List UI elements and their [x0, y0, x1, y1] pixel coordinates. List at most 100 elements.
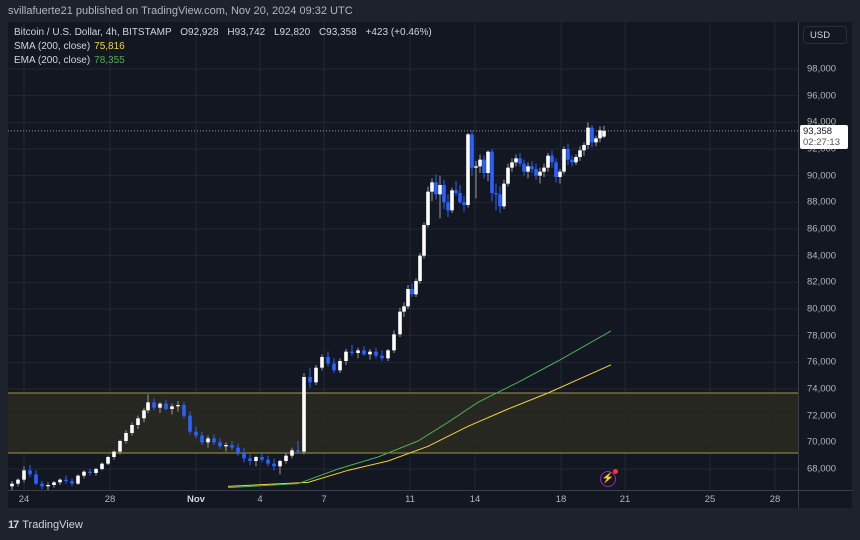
time-tick-label: 28: [769, 494, 781, 505]
tradingview-logo-icon: 17: [8, 519, 19, 531]
candle-body: [494, 193, 498, 195]
candle-body: [510, 162, 514, 168]
legend-sma-row[interactable]: SMA (200, close) 75,816: [14, 40, 432, 54]
candle-body: [16, 479, 20, 484]
candle-body: [374, 351, 378, 356]
published-byline: svillafuerte21 published on TradingView.…: [8, 5, 353, 17]
candle-body: [272, 463, 276, 467]
candle-body: [486, 151, 490, 173]
chart-frame: Bitcoin / U.S. Dollar, 4h, BITSTAMP O92,…: [8, 22, 853, 509]
candle-body: [152, 402, 156, 408]
candle-body: [170, 406, 174, 409]
candle-body: [88, 471, 92, 473]
currency-button[interactable]: USD: [803, 26, 847, 44]
last-price-value: 93,358: [803, 125, 833, 137]
candle-body: [426, 191, 430, 225]
candle-body: [158, 403, 162, 408]
candle-body: [542, 167, 546, 172]
chart-plot-area[interactable]: Bitcoin / U.S. Dollar, 4h, BITSTAMP O92,…: [8, 22, 798, 490]
candle-body: [266, 459, 270, 464]
candle-body: [248, 458, 252, 461]
price-tick-label: 82,000: [807, 276, 837, 288]
candle-body: [466, 134, 470, 205]
time-tick-label: Nov: [187, 494, 205, 505]
candle-body: [398, 311, 402, 335]
candle-body: [296, 450, 300, 452]
price-tick-label: 90,000: [807, 170, 837, 182]
candle-body: [320, 357, 324, 368]
candle-body: [458, 193, 462, 203]
alert-lightning-icon[interactable]: ⚡: [600, 469, 618, 487]
candle-body: [602, 130, 606, 137]
candle-body: [100, 463, 104, 469]
candle-body: [418, 255, 422, 281]
sma-line: [227, 364, 612, 487]
legend-low: L92,820: [274, 27, 311, 38]
candle-body: [326, 357, 330, 364]
candle-body: [146, 402, 150, 411]
ema-label: EMA (200, close): [14, 55, 91, 66]
candle-body: [462, 202, 466, 205]
candle-body: [562, 149, 566, 172]
price-tick-label: 74,000: [807, 383, 837, 395]
candle-body: [380, 355, 384, 359]
candle-body: [566, 149, 570, 160]
price-tick-label: 76,000: [807, 356, 837, 368]
candle-body: [34, 474, 38, 484]
candle-body: [430, 182, 434, 192]
candle-body: [598, 130, 602, 139]
price-tick-label: 98,000: [807, 63, 837, 75]
candle-body: [52, 482, 56, 485]
candle-body: [446, 202, 450, 211]
candle-body: [402, 306, 406, 312]
candle-body: [338, 361, 342, 371]
candle-body: [574, 157, 578, 163]
candle-body: [502, 183, 506, 207]
candle-body: [314, 367, 318, 383]
price-tick-label: 92,000: [807, 143, 837, 155]
candle-body: [550, 155, 554, 163]
price-axis[interactable]: 98,000 96,000 94,000 92,000 90,000 88,000 86,0…: [798, 22, 853, 490]
candle-body: [522, 163, 526, 172]
candle-body: [356, 350, 360, 353]
time-tick-label: 28: [104, 494, 116, 505]
candle-body: [506, 167, 510, 184]
candle-body: [454, 190, 458, 193]
candle-body: [142, 410, 146, 419]
price-tick-label: 88,000: [807, 196, 837, 208]
candle-body: [590, 127, 594, 143]
ema-value: 78,355: [94, 55, 125, 66]
candle-body: [474, 166, 478, 168]
candle-body: [212, 438, 216, 443]
candle-body: [518, 158, 522, 164]
candle-body: [58, 479, 62, 483]
legend-ohlc-row: Bitcoin / U.S. Dollar, 4h, BITSTAMP O92,…: [14, 26, 432, 40]
candle-body: [308, 377, 312, 383]
candle-body: [422, 225, 426, 256]
support-zone[interactable]: [8, 393, 798, 453]
candle-body: [442, 185, 446, 203]
candle-body: [130, 425, 134, 433]
time-axis[interactable]: 24 28 Nov 4 7 11 14 18 21 25 28: [8, 490, 798, 509]
candle-body: [70, 481, 74, 484]
candlestick-chart[interactable]: [8, 22, 798, 490]
time-tick-label: 7: [321, 494, 327, 505]
candle-body: [82, 471, 86, 476]
sma-value: 75,816: [94, 41, 125, 52]
time-tick-label: 4: [257, 494, 263, 505]
candle-body: [22, 470, 26, 480]
time-tick-label: 18: [555, 494, 567, 505]
candle-body: [40, 483, 44, 487]
legend-ema-row[interactable]: EMA (200, close) 78,355: [14, 54, 432, 68]
candle-body: [526, 166, 530, 172]
candle-body: [530, 166, 534, 169]
candle-body: [406, 289, 410, 307]
candle-body: [478, 159, 482, 167]
candle-body: [28, 470, 32, 475]
candle-body: [498, 194, 502, 207]
last-price-tag: 93,358 02:27:13: [800, 124, 848, 149]
legend-high: H93,742: [227, 27, 266, 38]
candle-body: [10, 483, 14, 487]
legend-symbol[interactable]: Bitcoin / U.S. Dollar, 4h, BITSTAMP: [14, 27, 172, 38]
candle-body: [362, 350, 366, 355]
